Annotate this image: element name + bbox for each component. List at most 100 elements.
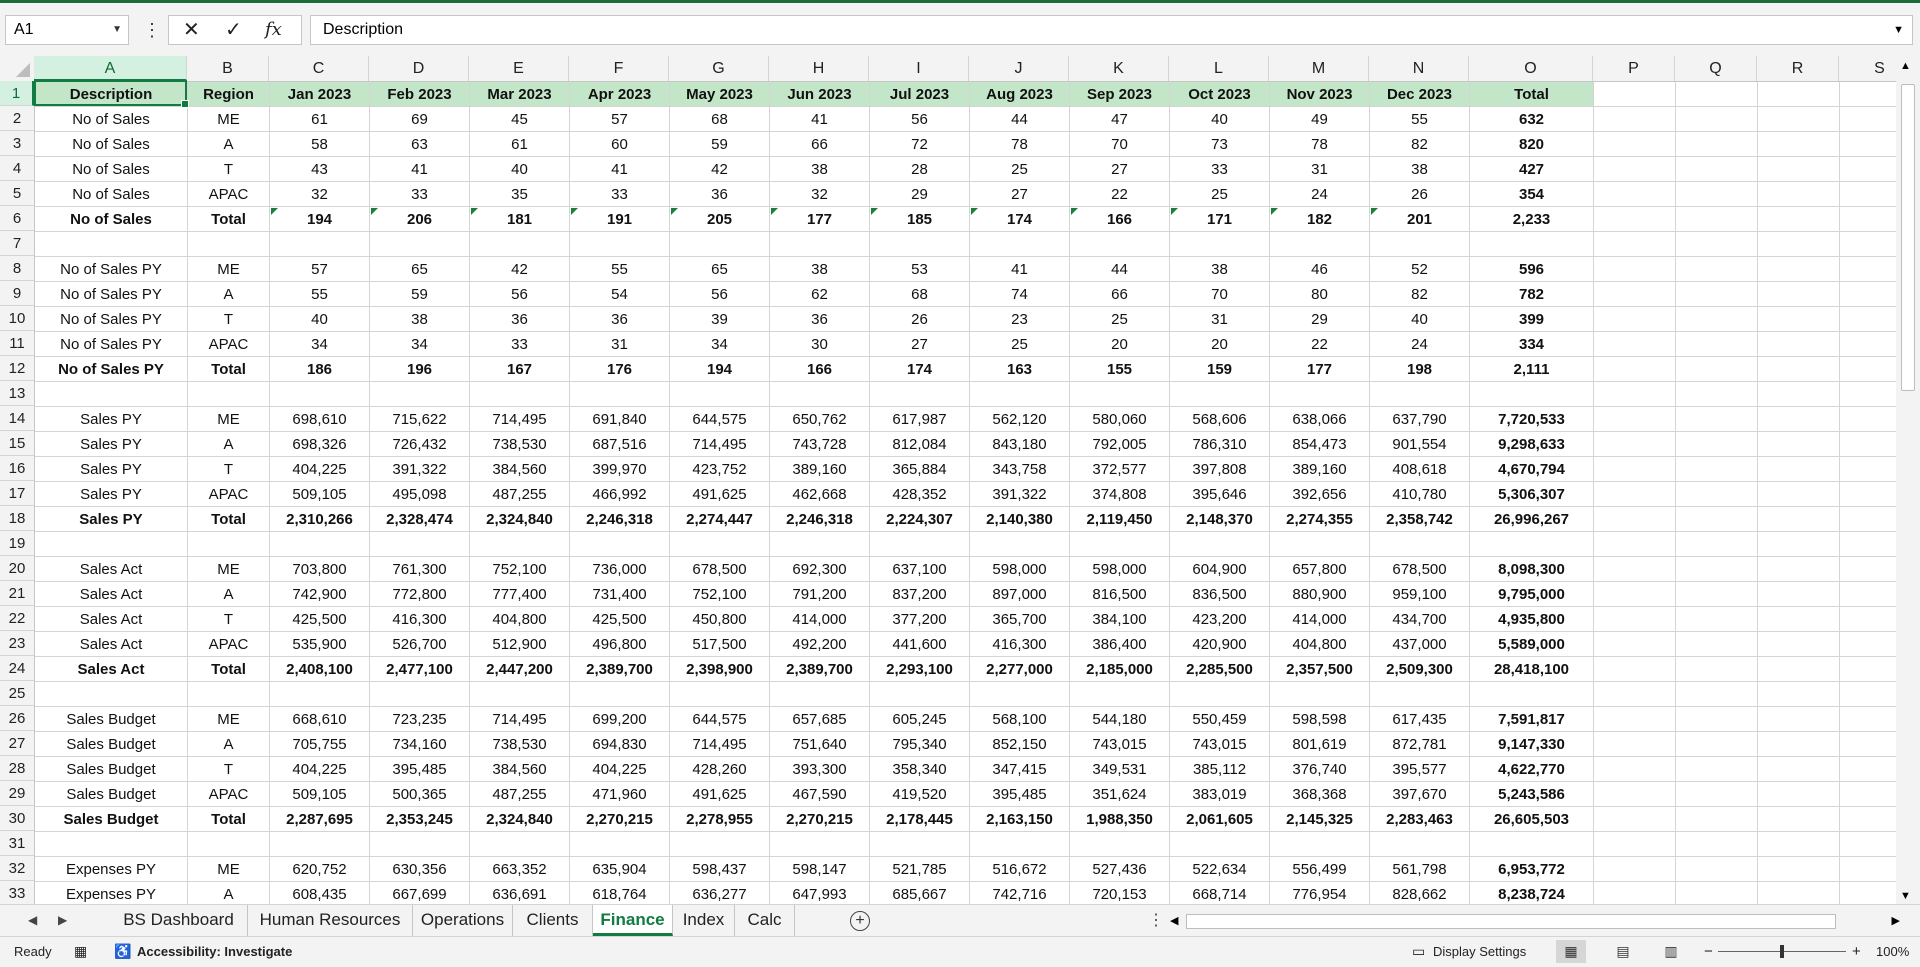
cell-j31[interactable] xyxy=(970,832,1070,857)
cell-n9[interactable]: 82 xyxy=(1370,282,1470,307)
cell-g10[interactable]: 39 xyxy=(670,307,770,332)
formula-input[interactable]: Description ▼ xyxy=(310,15,1913,45)
select-all-button[interactable] xyxy=(0,56,35,81)
cell-i16[interactable]: 365,884 xyxy=(870,457,970,482)
row-header-1[interactable]: 1 xyxy=(0,81,34,106)
cell-p16[interactable] xyxy=(1594,457,1676,482)
row-header-6[interactable]: 6 xyxy=(0,206,34,231)
cell-j24[interactable]: 2,277,000 xyxy=(970,657,1070,682)
row-header-22[interactable]: 22 xyxy=(0,606,34,631)
cell-b21[interactable]: A xyxy=(188,582,270,607)
cell-k6[interactable]: 166 xyxy=(1070,207,1170,232)
cell-s1[interactable] xyxy=(1840,82,1896,107)
cell-r15[interactable] xyxy=(1758,432,1840,457)
cell-f5[interactable]: 33 xyxy=(570,182,670,207)
cell-o15[interactable]: 9,298,633 xyxy=(1470,432,1594,457)
cell-j21[interactable]: 897,000 xyxy=(970,582,1070,607)
cell-e18[interactable]: 2,324,840 xyxy=(470,507,570,532)
cell-h29[interactable]: 467,590 xyxy=(770,782,870,807)
cell-d14[interactable]: 715,622 xyxy=(370,407,470,432)
cell-n25[interactable] xyxy=(1370,682,1470,707)
cell-d19[interactable] xyxy=(370,532,470,557)
cell-a18[interactable]: Sales PY xyxy=(35,507,188,532)
column-header-n[interactable]: N xyxy=(1369,56,1469,81)
sheet-tab-operations[interactable]: Operations xyxy=(413,905,513,936)
row-header-32[interactable]: 32 xyxy=(0,856,34,881)
cell-c16[interactable]: 404,225 xyxy=(270,457,370,482)
cell-c12[interactable]: 186 xyxy=(270,357,370,382)
cell-n18[interactable]: 2,358,742 xyxy=(1370,507,1470,532)
cell-f30[interactable]: 2,270,215 xyxy=(570,807,670,832)
cell-i15[interactable]: 812,084 xyxy=(870,432,970,457)
cell-a3[interactable]: No of Sales xyxy=(35,132,188,157)
cell-b19[interactable] xyxy=(188,532,270,557)
cell-s29[interactable] xyxy=(1840,782,1896,807)
cell-j15[interactable]: 843,180 xyxy=(970,432,1070,457)
cell-p17[interactable] xyxy=(1594,482,1676,507)
cell-b5[interactable]: APAC xyxy=(188,182,270,207)
cell-k14[interactable]: 580,060 xyxy=(1070,407,1170,432)
cell-f8[interactable]: 55 xyxy=(570,257,670,282)
cell-m7[interactable] xyxy=(1270,232,1370,257)
vertical-scrollbar[interactable]: ▲ ▼ xyxy=(1896,56,1920,904)
cell-n26[interactable]: 617,435 xyxy=(1370,707,1470,732)
cell-g9[interactable]: 56 xyxy=(670,282,770,307)
cell-k17[interactable]: 374,808 xyxy=(1070,482,1170,507)
cell-k22[interactable]: 384,100 xyxy=(1070,607,1170,632)
cell-f22[interactable]: 425,500 xyxy=(570,607,670,632)
cell-r27[interactable] xyxy=(1758,732,1840,757)
row-header-2[interactable]: 2 xyxy=(0,106,34,131)
cell-m6[interactable]: 182 xyxy=(1270,207,1370,232)
cell-e16[interactable]: 384,560 xyxy=(470,457,570,482)
cell-b18[interactable]: Total xyxy=(188,507,270,532)
cell-g14[interactable]: 644,575 xyxy=(670,407,770,432)
cell-h14[interactable]: 650,762 xyxy=(770,407,870,432)
cell-a15[interactable]: Sales PY xyxy=(35,432,188,457)
cell-i27[interactable]: 795,340 xyxy=(870,732,970,757)
cell-o11[interactable]: 334 xyxy=(1470,332,1594,357)
cell-s31[interactable] xyxy=(1840,832,1896,857)
cell-c14[interactable]: 698,610 xyxy=(270,407,370,432)
cell-k10[interactable]: 25 xyxy=(1070,307,1170,332)
cell-h31[interactable] xyxy=(770,832,870,857)
cell-k16[interactable]: 372,577 xyxy=(1070,457,1170,482)
cell-o29[interactable]: 5,243,586 xyxy=(1470,782,1594,807)
cell-j6[interactable]: 174 xyxy=(970,207,1070,232)
cell-a24[interactable]: Sales Act xyxy=(35,657,188,682)
sheet-tab-finance[interactable]: Finance xyxy=(593,905,673,936)
cell-k7[interactable] xyxy=(1070,232,1170,257)
cell-j14[interactable]: 562,120 xyxy=(970,407,1070,432)
macro-record-icon[interactable]: ▦ xyxy=(74,943,88,959)
cell-s14[interactable] xyxy=(1840,407,1896,432)
column-header-a[interactable]: A xyxy=(34,56,187,81)
cell-h17[interactable]: 462,668 xyxy=(770,482,870,507)
cell-n27[interactable]: 872,781 xyxy=(1370,732,1470,757)
row-header-15[interactable]: 15 xyxy=(0,431,34,456)
cell-b9[interactable]: A xyxy=(188,282,270,307)
cell-f20[interactable]: 736,000 xyxy=(570,557,670,582)
cell-g19[interactable] xyxy=(670,532,770,557)
cell-d13[interactable] xyxy=(370,382,470,407)
cell-h13[interactable] xyxy=(770,382,870,407)
cell-d21[interactable]: 772,800 xyxy=(370,582,470,607)
cell-p28[interactable] xyxy=(1594,757,1676,782)
cell-r2[interactable] xyxy=(1758,107,1840,132)
cell-n22[interactable]: 434,700 xyxy=(1370,607,1470,632)
cell-g6[interactable]: 205 xyxy=(670,207,770,232)
cell-k1[interactable]: Sep 2023 xyxy=(1070,82,1170,107)
cell-i19[interactable] xyxy=(870,532,970,557)
cell-s6[interactable] xyxy=(1840,207,1896,232)
cell-h24[interactable]: 2,389,700 xyxy=(770,657,870,682)
cell-h25[interactable] xyxy=(770,682,870,707)
cell-l9[interactable]: 70 xyxy=(1170,282,1270,307)
row-header-20[interactable]: 20 xyxy=(0,556,34,581)
cell-q2[interactable] xyxy=(1676,107,1758,132)
cell-d25[interactable] xyxy=(370,682,470,707)
cell-c7[interactable] xyxy=(270,232,370,257)
cell-f17[interactable]: 466,992 xyxy=(570,482,670,507)
cell-o19[interactable] xyxy=(1470,532,1594,557)
cell-q28[interactable] xyxy=(1676,757,1758,782)
cell-s4[interactable] xyxy=(1840,157,1896,182)
accessibility-icon[interactable]: ♿ xyxy=(114,943,132,959)
cell-q7[interactable] xyxy=(1676,232,1758,257)
